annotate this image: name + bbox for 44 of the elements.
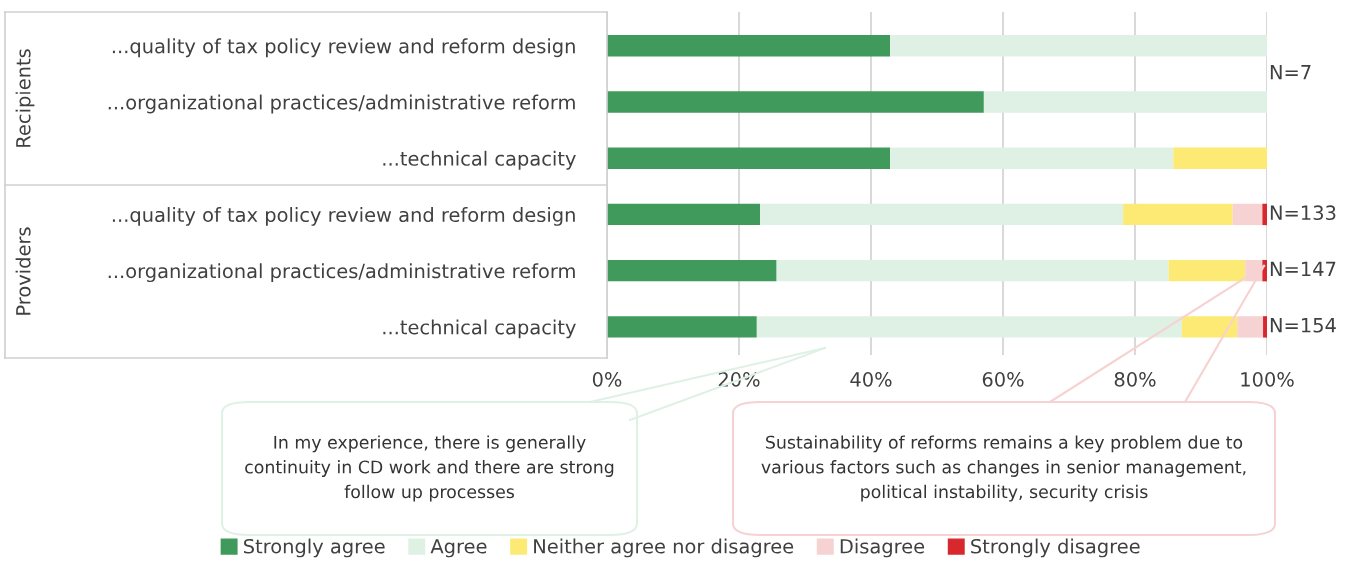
- legend-label: Disagree: [840, 538, 925, 558]
- x-tick-label: 0%: [592, 372, 622, 387]
- text: N=7: [1270, 65, 1311, 80]
- legend-label: Strongly agree: [244, 538, 385, 558]
- bar: [1232, 203, 1263, 226]
- text: Sustainability of reforms remains a key problem due to various factors such as changes in senior management, political instability, security crisis: [761, 435, 1246, 502]
- text: In my experience, there is generally continuity in CD work and there are strong follow up processes: [245, 435, 614, 502]
- text: N=147: [1270, 261, 1336, 277]
- text: N=154: [1270, 318, 1336, 333]
- y-tick-label: ...technical capacity: [383, 150, 576, 170]
- bar: [607, 91, 984, 113]
- x-tick-label: 100%: [1241, 372, 1294, 387]
- bar: [1181, 316, 1238, 338]
- y-tick-label: ...organizational practices/administrative reform: [108, 263, 575, 283]
- x-tick-label: 80%: [1114, 372, 1156, 387]
- bar: [760, 203, 1124, 226]
- bar: [1123, 203, 1233, 226]
- bar: [756, 316, 1182, 338]
- bar: [890, 147, 1174, 169]
- bar: [607, 259, 777, 282]
- bar: [1262, 259, 1267, 282]
- y-tick-label: ...quality of tax policy review and reform design: [112, 207, 575, 226]
- bar: [1168, 259, 1246, 282]
- bar: [1173, 147, 1267, 169]
- bar: [983, 91, 1267, 113]
- text: Providers: [15, 227, 31, 315]
- bar: [1262, 203, 1267, 226]
- y-tick-label: ...organizational practices/administrative reform: [108, 94, 575, 114]
- bar: [1263, 316, 1267, 338]
- bar: [607, 316, 757, 338]
- x-tick-label: 40%: [850, 372, 892, 387]
- bar: [607, 35, 891, 57]
- bar: [890, 35, 1267, 57]
- bar: [607, 203, 761, 226]
- y-tick-label: ...technical capacity: [383, 319, 576, 339]
- text: Recipients: [15, 49, 35, 147]
- legend-label: Strongly disagree: [971, 538, 1140, 558]
- text: N=133: [1270, 205, 1336, 221]
- legend-label: Neither agree nor disagree: [534, 538, 794, 558]
- x-tick-label: 60%: [982, 372, 1024, 387]
- bar: [607, 147, 891, 169]
- legend-label: Agree: [430, 539, 487, 558]
- y-tick-label: ...quality of tax policy review and reform design: [112, 38, 575, 58]
- bar: [776, 259, 1169, 282]
